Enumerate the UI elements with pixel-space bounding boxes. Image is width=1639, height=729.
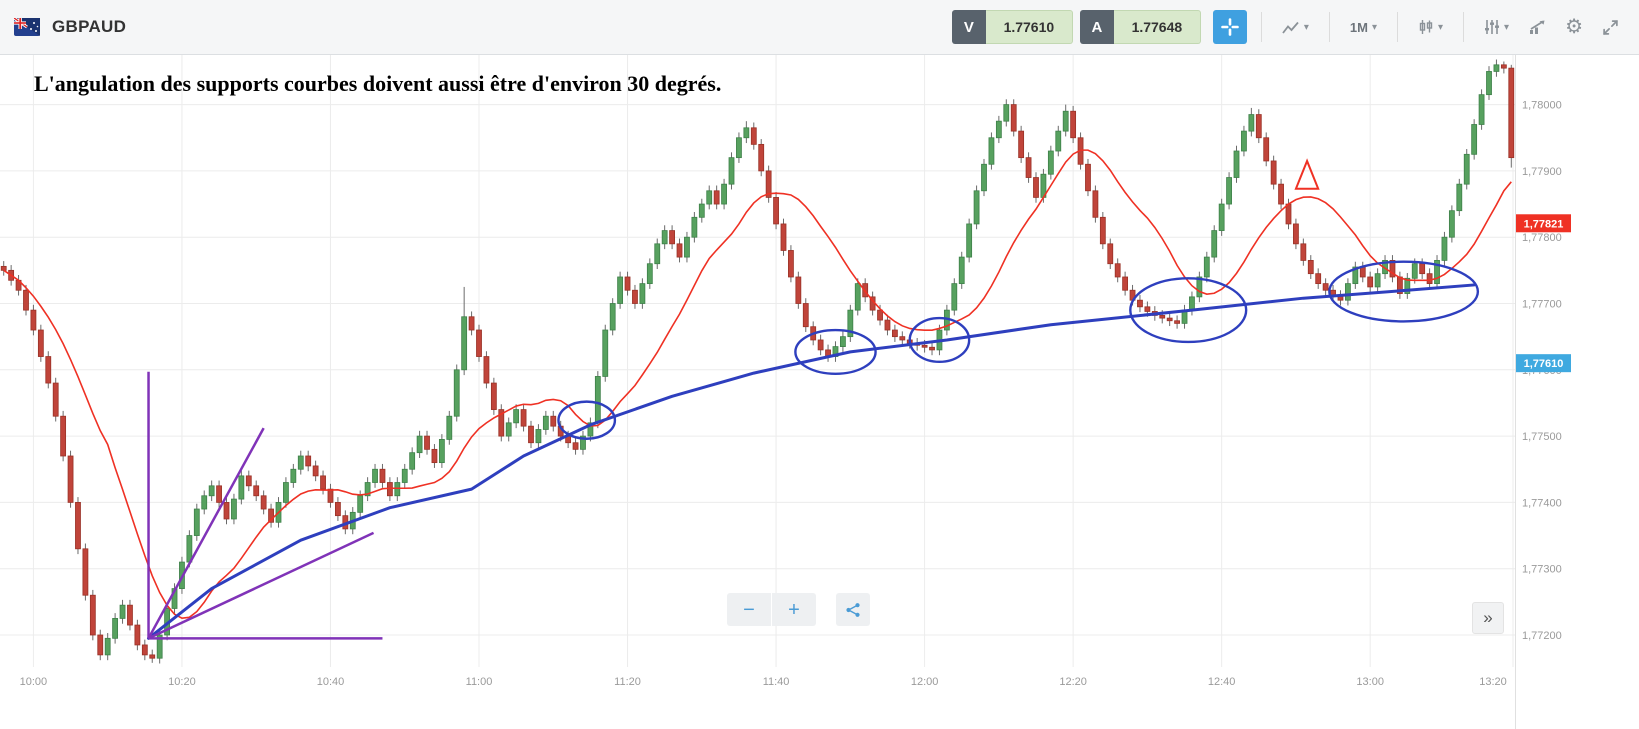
indicator-sliders-icon (1485, 20, 1500, 34)
chevron-down-icon: ▾ (1504, 21, 1510, 33)
indicators-button[interactable]: ▾ (1478, 15, 1515, 39)
crosshair-icon (1221, 18, 1239, 36)
chevron-down-icon: ▾ (1303, 21, 1309, 33)
svg-text:1,78000: 1,78000 (1522, 100, 1562, 112)
buy-button[interactable]: A 1.77648 (1079, 10, 1201, 44)
svg-text:11:20: 11:20 (614, 676, 641, 688)
timeframe-button[interactable]: 1M ▾ (1344, 16, 1383, 39)
drawn-annotations[interactable] (147, 158, 1480, 640)
time-axis-labels[interactable]: 10:00 10:20 10:40 11:00 11:20 11:40 12:00 12:20… (20, 676, 1507, 688)
timeframe-label: 1M (1349, 19, 1368, 35)
svg-text:11:00: 11:00 (466, 676, 493, 688)
settings-button[interactable]: ⚙ (1559, 13, 1589, 41)
svg-text:1,77500: 1,77500 (1522, 431, 1562, 443)
annotation-text: L'angulation des supports courbes doiven… (34, 71, 722, 96)
grid-lines (0, 55, 1516, 729)
candle-style-button[interactable]: ▾ (1412, 15, 1449, 39)
expand-icon (1603, 19, 1618, 35)
zoom-controls: − + (727, 593, 870, 626)
gear-icon: ⚙ (1565, 16, 1583, 38)
toolbar-divider (1463, 12, 1465, 42)
chart-area[interactable]: 1,780001,779001,778001,777001,776001,775… (0, 55, 1639, 729)
toolbar-divider (1328, 12, 1330, 42)
fullscreen-button[interactable] (1596, 15, 1625, 40)
buy-price: 1.77648 (1113, 10, 1201, 44)
symbol-header: GBPAUD (14, 17, 126, 37)
toolbar-divider (1260, 12, 1262, 42)
trend-arrow-icon (1530, 20, 1545, 34)
svg-text:1,77610: 1,77610 (1524, 358, 1564, 370)
svg-text:1,77700: 1,77700 (1522, 299, 1562, 311)
share-button[interactable] (836, 593, 870, 626)
price-tags: 1,77821 1,77610 (1516, 214, 1571, 373)
svg-text:1,77300: 1,77300 (1522, 564, 1562, 576)
svg-text:10:40: 10:40 (317, 676, 345, 688)
svg-text:12:00: 12:00 (911, 676, 939, 688)
buy-letter: A (1079, 10, 1114, 44)
svg-text:1,77900: 1,77900 (1522, 166, 1562, 178)
toolbar-divider (1397, 12, 1398, 42)
topbar: GBPAUD V 1.77610 A 1.77648 ▾ (0, 0, 1639, 55)
svg-text:1,77400: 1,77400 (1522, 497, 1562, 509)
crosshair-button[interactable] (1212, 10, 1247, 44)
svg-text:13:20: 13:20 (1479, 676, 1507, 688)
moving-average-line (3, 149, 1512, 620)
candlestick-icon (1419, 20, 1433, 34)
symbol-title: GBPAUD (52, 17, 127, 36)
svg-text:1,77800: 1,77800 (1522, 232, 1562, 244)
svg-text:12:40: 12:40 (1208, 676, 1236, 688)
chevron-down-icon: ▾ (1438, 21, 1444, 33)
svg-text:11:40: 11:40 (763, 676, 790, 688)
chart-toolbar: V 1.77610 A 1.77648 ▾ 1M ▾ (951, 10, 1625, 44)
sell-button[interactable]: V 1.77610 (951, 10, 1073, 44)
gbpaud-flag-icon (14, 18, 40, 36)
svg-text:13:00: 13:00 (1356, 676, 1384, 688)
analytics-button[interactable] (1522, 15, 1552, 39)
svg-text:10:20: 10:20 (168, 676, 196, 688)
line-chart-icon (1282, 21, 1299, 34)
svg-text:12:20: 12:20 (1059, 676, 1087, 688)
chevron-down-icon: ▾ (1371, 21, 1377, 33)
zoom-in-button[interactable]: + (772, 593, 816, 626)
sell-letter: V (951, 10, 986, 44)
share-icon (846, 602, 860, 617)
price-chart[interactable]: 1,780001,779001,778001,777001,776001,775… (0, 55, 1639, 729)
price-axis-labels[interactable]: 1,780001,779001,778001,777001,776001,775… (1522, 100, 1562, 642)
svg-text:1,77821: 1,77821 (1524, 218, 1564, 230)
sell-price: 1.77610 (985, 10, 1073, 44)
svg-text:1,77200: 1,77200 (1522, 630, 1562, 642)
svg-text:10:00: 10:00 (20, 676, 48, 688)
chart-type-button[interactable]: ▾ (1276, 16, 1315, 39)
collapse-panel-button[interactable]: » (1472, 602, 1504, 634)
zoom-out-button[interactable]: − (727, 593, 771, 626)
